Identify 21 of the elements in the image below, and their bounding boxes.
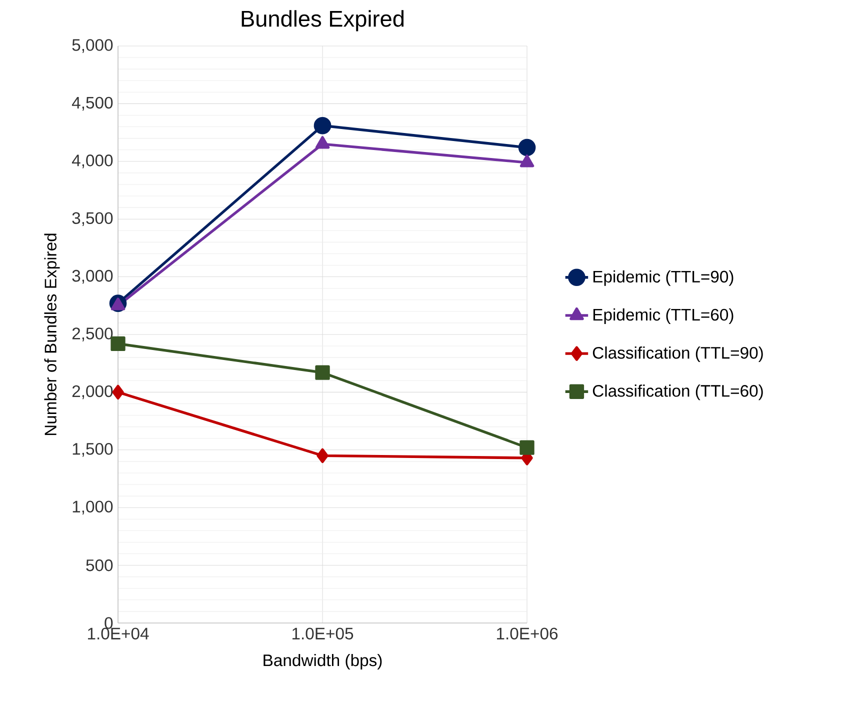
y-tick-label: 3,500 bbox=[72, 212, 113, 226]
x-axis-title: Bandwidth (bps) bbox=[264, 654, 382, 670]
legend-label: Epidemic (TTL=60) bbox=[593, 308, 734, 324]
y-axis-title: Number of Bundles Expired bbox=[44, 234, 60, 436]
y-tick-label: 4,000 bbox=[72, 154, 113, 168]
legend-label: Classification (TTL=90) bbox=[592, 346, 763, 362]
y-tick-label: 2,000 bbox=[72, 385, 113, 400]
chart-title: Bundles Expired bbox=[242, 10, 404, 32]
y-tick-label: 4,500 bbox=[72, 96, 113, 111]
y-tick-label: 1,500 bbox=[72, 443, 113, 457]
y-tick-label: 500 bbox=[86, 559, 113, 572]
legend-label: Epidemic (TTL=90) bbox=[593, 270, 734, 286]
legend-label: Classification (TTL=60) bbox=[592, 384, 763, 400]
y-tick-label: 0 bbox=[104, 617, 113, 629]
x-tick-label: 1.0E+04 bbox=[88, 628, 149, 640]
y-tick-label: 2,500 bbox=[72, 328, 113, 342]
x-tick-label: 1.0E+05 bbox=[292, 628, 354, 640]
x-tick-label: 1.0E+06 bbox=[497, 628, 558, 640]
y-tick-label: 3,000 bbox=[72, 270, 113, 284]
y-tick-label: 1,000 bbox=[72, 500, 113, 514]
y-tick-label: 5,000 bbox=[72, 39, 113, 53]
